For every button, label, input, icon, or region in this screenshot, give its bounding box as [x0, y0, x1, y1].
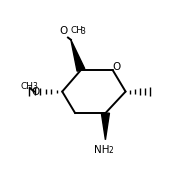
Text: 3: 3: [32, 82, 37, 91]
Polygon shape: [71, 40, 85, 71]
Text: CH: CH: [70, 26, 83, 35]
Text: O: O: [112, 62, 120, 72]
Text: NH: NH: [94, 145, 110, 155]
Polygon shape: [101, 113, 109, 140]
Text: 3: 3: [80, 27, 85, 36]
Text: O: O: [60, 26, 68, 36]
Text: CH: CH: [20, 82, 33, 91]
Text: O: O: [31, 87, 40, 96]
Text: 2: 2: [109, 146, 113, 155]
